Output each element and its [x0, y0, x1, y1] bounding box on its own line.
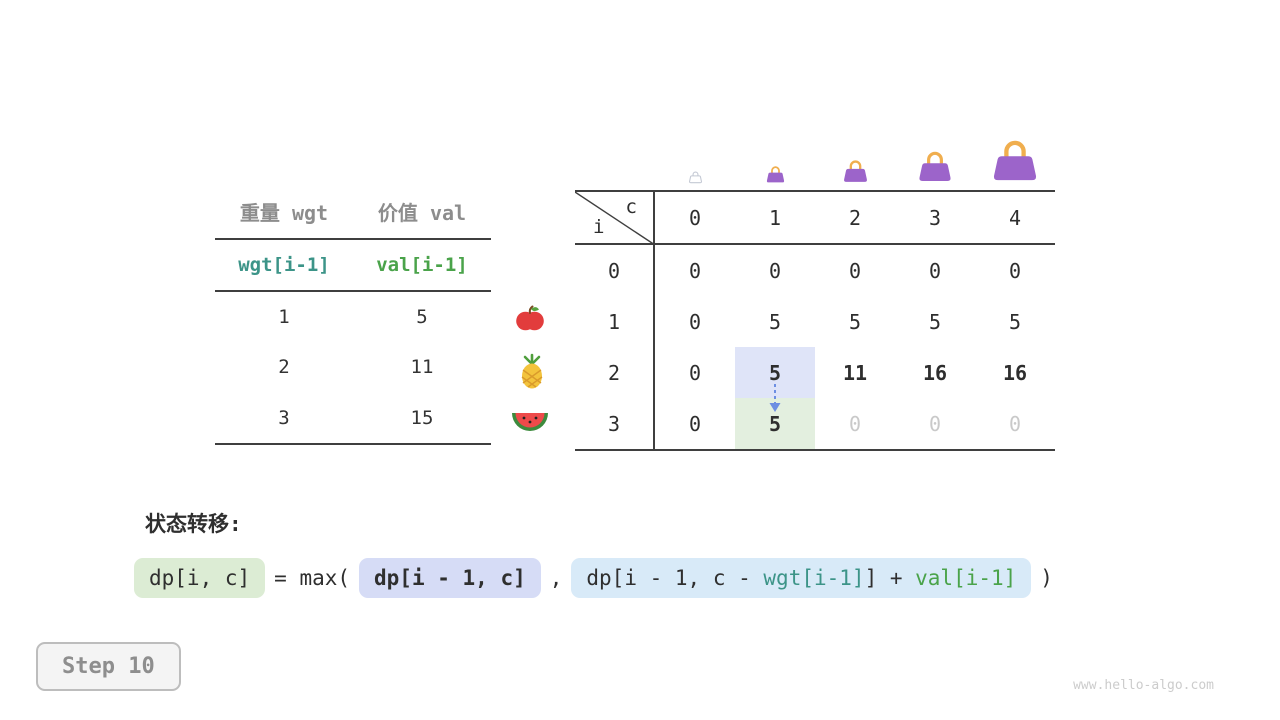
dp-cell-r3-c0: 0: [688, 411, 702, 436]
item-1-weight: 1: [278, 306, 290, 329]
formula-label: 状态转移:: [145, 512, 242, 536]
dp-col-header-2: 2: [815, 192, 895, 245]
formula-arg1: dp[i - 1, c]: [359, 558, 541, 598]
dp-row-variable: i: [593, 216, 605, 238]
dp-corner-cell: c i: [575, 192, 655, 245]
pineapple-icon: [517, 352, 547, 394]
dp-cell-r0-c1: 0: [768, 258, 782, 283]
watermelon-icon: [511, 409, 549, 438]
item-3-weight: 3: [278, 406, 290, 429]
dp-table: c i 0 1 2 3 4 0 0 0 0 0 0 1 0 5 5 5 5 2 …: [575, 190, 1055, 451]
formula-lhs: dp[i, c]: [134, 558, 266, 598]
bag-medium-icon: [895, 128, 975, 184]
dp-cell-r3-c3: 0: [928, 411, 942, 436]
capacity-bags: [655, 128, 1055, 184]
dp-cell-r2-c4: 16: [1002, 360, 1028, 385]
formula-arg2-wgt: wgt[i-1]: [763, 566, 865, 590]
dp-cell-r0-c2: 0: [848, 258, 862, 283]
dp-cell-r0-c0: 0: [688, 258, 702, 283]
item-row-2: 2 11: [215, 342, 491, 392]
dp-cell-r2-c1-source: 5: [735, 347, 815, 398]
dp-row-header-1: 1: [575, 296, 655, 347]
dp-row-header-0: 0: [575, 245, 655, 296]
dp-cell-r2-c3: 16: [922, 360, 948, 385]
items-table-subheader-row: wgt[i-1] val[i-1]: [215, 240, 491, 292]
bag-ghost-icon: [655, 128, 735, 184]
item-2-weight: 2: [278, 356, 290, 379]
dp-cell-r1-c1: 5: [768, 309, 782, 334]
dp-col-header-0: 0: [655, 192, 735, 245]
step-label: Step 10: [62, 654, 155, 679]
items-subheader-val: val[i-1]: [376, 254, 468, 276]
formula-arg2: dp[i - 1, c - wgt[i-1]] + val[i-1]: [571, 558, 1032, 598]
dp-row-header-3: 3: [575, 398, 655, 449]
bag-tiny-icon: [735, 128, 815, 184]
items-subheader-wgt: wgt[i-1]: [238, 254, 330, 276]
dp-col-header-3: 3: [895, 192, 975, 245]
transition-arrow-icon: [769, 384, 781, 412]
item-row-1: 1 5: [215, 292, 491, 342]
formula-arg2-val: val[i-1]: [915, 566, 1017, 590]
formula-comma: ,: [549, 566, 563, 590]
dp-col-header-1: 1: [735, 192, 815, 245]
dp-cell-r3-c2: 0: [848, 411, 862, 436]
apple-icon: [514, 302, 546, 338]
dp-cell-r0-c3: 0: [928, 258, 942, 283]
transition-formula: dp[i, c] = max( dp[i - 1, c] , dp[i - 1,…: [134, 558, 1053, 598]
dp-cell-r2-c0: 0: [688, 360, 702, 385]
dp-cell-r1-c4: 5: [1008, 309, 1022, 334]
item-2-value: 11: [410, 356, 434, 379]
item-row-3: 3 15: [215, 393, 491, 443]
items-table: 重量 wgt 价值 val wgt[i-1] val[i-1] 1 5 2 11…: [215, 185, 491, 445]
items-header-value: 价值 val: [377, 201, 467, 225]
item-1-value: 5: [416, 306, 428, 329]
item-3-value: 15: [410, 406, 434, 429]
dp-col-header-4: 4: [975, 192, 1055, 245]
formula-arg2-mid: ] +: [864, 566, 916, 590]
dp-cell-r3-c4: 0: [1008, 411, 1022, 436]
items-table-header-row: 重量 wgt 价值 val: [215, 185, 491, 240]
dp-cell-r1-c0: 0: [688, 309, 702, 334]
diagonal-divider: [575, 192, 655, 245]
dp-cell-r1-c2: 5: [848, 309, 862, 334]
dp-cell-r2-c2: 11: [842, 360, 868, 385]
dp-row-header-2: 2: [575, 347, 655, 398]
dp-col-variable: c: [625, 196, 637, 218]
formula-arg2-prefix: dp[i - 1, c -: [586, 566, 764, 590]
watermark: www.hello-algo.com: [1073, 678, 1214, 693]
formula-eq-max: = max(: [274, 566, 351, 590]
bag-large-icon: [975, 128, 1055, 184]
dp-cell-r1-c3: 5: [928, 309, 942, 334]
bag-small-icon: [815, 128, 895, 184]
dp-cell-r0-c4: 0: [1008, 258, 1022, 283]
step-indicator: Step 10: [36, 642, 181, 691]
formula-close-paren: ): [1040, 566, 1053, 590]
items-header-weight: 重量 wgt: [239, 201, 329, 225]
